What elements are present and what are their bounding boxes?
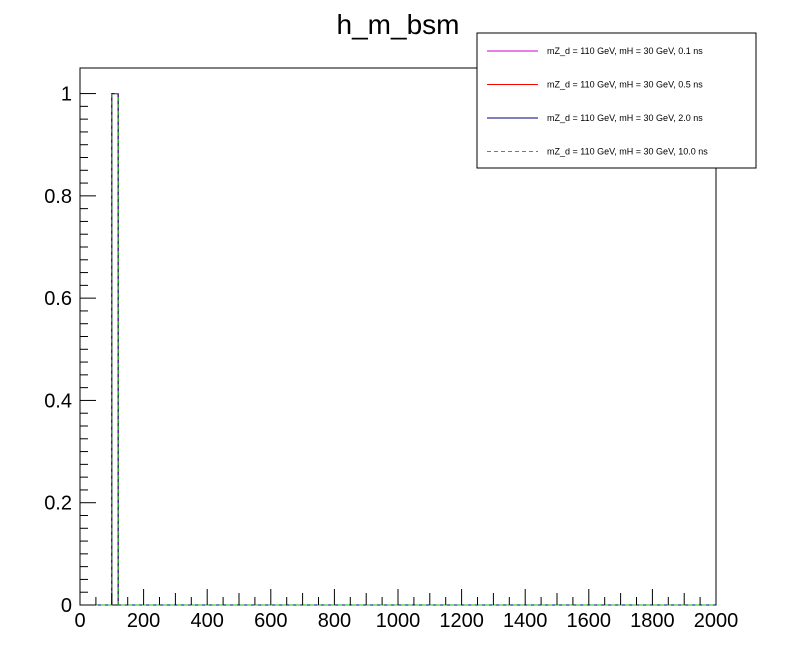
chart-title: h_m_bsm [337, 9, 460, 40]
legend-box [476, 32, 757, 169]
x-tick-label: 1000 [376, 610, 421, 632]
series-layer [80, 93, 716, 606]
x-tick-label: 600 [254, 610, 287, 632]
y-tick-label: 0.8 [44, 186, 72, 208]
x-axis: 0 200 400 600 800 1000 1200 1400 1600 1800 2000 [74, 589, 738, 632]
legend-label-0: mZ_d = 110 GeV, mH = 30 GeV, 0.1 ns [547, 46, 703, 56]
x-tick-label: 1200 [439, 610, 484, 632]
x-tick-label: 800 [318, 610, 351, 632]
y-axis: 0 0.2 0.4 0.6 0.8 1 [44, 84, 96, 617]
legend-label-1: mZ_d = 110 GeV, mH = 30 GeV, 0.5 ns [547, 80, 703, 90]
series-3-histogram [80, 93, 716, 606]
x-tick-label: 200 [127, 610, 160, 632]
legend-label-3: mZ_d = 110 GeV, mH = 30 GeV, 10.0 ns [547, 147, 708, 157]
y-tick-label: 0 [61, 595, 72, 617]
x-tick-label: 1400 [503, 610, 548, 632]
legend-label-2: mZ_d = 110 GeV, mH = 30 GeV, 2.0 ns [547, 113, 703, 123]
x-tick-label: 1600 [567, 610, 612, 632]
legend: mZ_d = 110 GeV, mH = 30 GeV, 0.1 ns mZ_d … [476, 32, 757, 169]
x-tick-label: 400 [191, 610, 224, 632]
y-tick-label: 0.2 [44, 493, 72, 515]
x-tick-label: 2000 [694, 610, 739, 632]
series-2-histogram [80, 93, 716, 606]
y-tick-label: 0.4 [44, 390, 72, 412]
series-1-histogram [80, 93, 716, 606]
x-tick-label: 1800 [630, 610, 675, 632]
y-tick-label: 0.6 [44, 288, 72, 310]
y-tick-label: 1 [61, 84, 72, 106]
series-0-histogram [80, 93, 716, 606]
x-tick-label: 0 [74, 610, 85, 632]
